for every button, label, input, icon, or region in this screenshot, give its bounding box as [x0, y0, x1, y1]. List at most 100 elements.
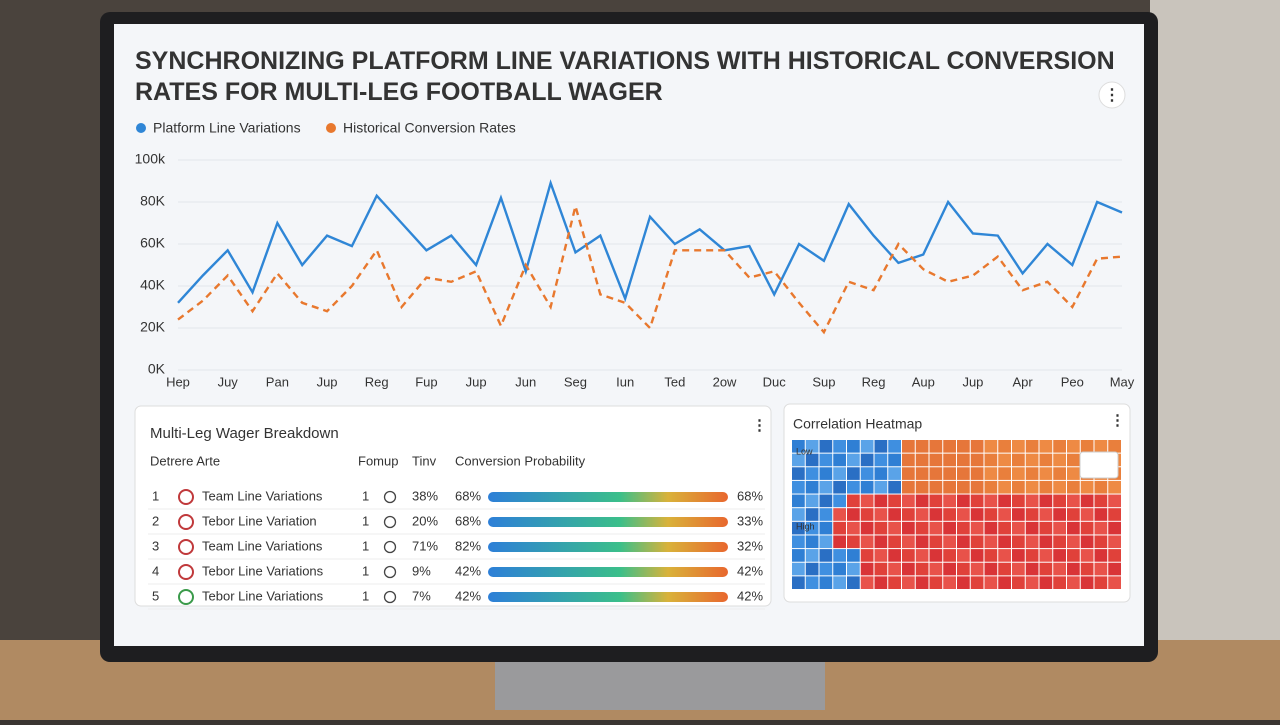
- team-icon: [178, 514, 194, 530]
- heat-cell: [819, 562, 833, 576]
- tinv: 71%: [412, 538, 438, 553]
- x-tick-label: 2ow: [713, 374, 737, 389]
- y-tick-label: 20K: [140, 319, 166, 335]
- x-tick-label: Jup: [962, 374, 983, 389]
- heat-cell: [943, 494, 956, 508]
- heat-cell: [1080, 440, 1094, 453]
- heat-cell: [819, 508, 833, 521]
- heat-cell: [915, 576, 929, 589]
- heat-cell: [998, 576, 1011, 589]
- heat-cell: [1039, 535, 1053, 549]
- heat-cell: [1039, 494, 1053, 508]
- tinv: 7%: [412, 588, 431, 603]
- heat-cell: [943, 521, 956, 535]
- heat-cell: [998, 549, 1011, 562]
- heat-cell: [847, 549, 860, 562]
- heat-cell: [915, 562, 929, 576]
- heat-cell: [1080, 535, 1094, 549]
- heat-cell: [902, 535, 915, 549]
- heat-cell: [847, 521, 860, 535]
- table-menu[interactable]: ⋮: [752, 417, 767, 434]
- heat-cell: [819, 467, 833, 480]
- heat-cell: [1053, 467, 1066, 480]
- heat-cell: [1094, 562, 1108, 576]
- heat-cell: [847, 480, 860, 494]
- heat-cell: [998, 494, 1011, 508]
- x-tick-label: Aup: [912, 374, 935, 389]
- heat-cell: [957, 467, 970, 480]
- heat-cell: [902, 562, 915, 576]
- heat-cell: [1094, 440, 1108, 453]
- clock-icon: [383, 490, 397, 504]
- x-tick-label: Ted: [664, 374, 685, 389]
- heat-cell: [984, 535, 998, 549]
- heat-cell: [1053, 535, 1066, 549]
- heat-cell: [1067, 562, 1080, 576]
- heat-cell: [915, 494, 929, 508]
- heat-cell: [819, 549, 833, 562]
- heat-cell: [1025, 440, 1039, 453]
- heat-cell: [1094, 549, 1108, 562]
- window: [1150, 0, 1280, 720]
- high-label: High: [796, 521, 815, 531]
- name: Tebor Line Variations: [202, 588, 324, 603]
- x-tick-label: Apr: [1013, 374, 1034, 389]
- heat-cell: [833, 508, 846, 521]
- heat-cell: [888, 549, 901, 562]
- heat-cell: [957, 535, 970, 549]
- heat-cell: [888, 535, 901, 549]
- clock-icon: [383, 565, 397, 579]
- fomup: 1: [362, 488, 369, 503]
- fomup: 1: [362, 588, 369, 603]
- clock-icon: [383, 515, 397, 529]
- heat-cell: [984, 480, 998, 494]
- probability-bar: [488, 592, 728, 602]
- legend-marker: [136, 123, 146, 133]
- y-tick-label: 60K: [140, 235, 166, 251]
- heat-cell: [970, 494, 984, 508]
- x-tick-label: Fup: [415, 374, 437, 389]
- heat-cell: [970, 562, 984, 576]
- heat-cell: [929, 508, 943, 521]
- heat-cell: [792, 467, 805, 480]
- heat-cell: [874, 576, 888, 589]
- heat-cell: [998, 453, 1011, 467]
- heat-cell: [805, 549, 819, 562]
- y-tick-label: 0K: [148, 361, 166, 377]
- table-title: Multi-Leg Wager Breakdown: [150, 425, 339, 442]
- menu-button[interactable]: [1098, 81, 1126, 109]
- x-tick-label: Jup: [317, 374, 338, 389]
- heat-cell: [874, 521, 888, 535]
- heat-cell: [805, 467, 819, 480]
- fomup: 1: [362, 538, 369, 553]
- heat-cell: [1012, 576, 1025, 589]
- heat-cell: [833, 535, 846, 549]
- heatmap-menu[interactable]: ⋮: [1110, 412, 1125, 429]
- heatmap: Low High: [792, 440, 1121, 589]
- tooltip: [1079, 451, 1119, 479]
- heat-cell: [819, 494, 833, 508]
- heat-cell: [1108, 480, 1121, 494]
- heat-cell: [1067, 494, 1080, 508]
- heat-cell: [1025, 549, 1039, 562]
- x-tick-label: Reg: [365, 374, 389, 389]
- heat-cell: [792, 576, 805, 589]
- heat-cell: [1012, 494, 1025, 508]
- heat-cell: [819, 453, 833, 467]
- heat-cell: [943, 549, 956, 562]
- heat-cell: [1053, 562, 1066, 576]
- heat-cell: [970, 440, 984, 453]
- menu-icon[interactable]: ⋮: [1104, 87, 1120, 104]
- heat-cell: [888, 440, 901, 453]
- heat-cell: [998, 467, 1011, 480]
- heat-cell: [915, 467, 929, 480]
- title-line-1: SYNCHRONIZING PLATFORM LINE VARIATIONS W…: [135, 47, 1115, 75]
- heat-cell: [929, 576, 943, 589]
- heat-cell: [860, 508, 874, 521]
- column-header: Conversion Probability: [455, 453, 586, 468]
- heat-cell: [970, 453, 984, 467]
- fomup: 1: [362, 513, 369, 528]
- heat-cell: [805, 576, 819, 589]
- heat-cell: [929, 467, 943, 480]
- heat-cell: [819, 480, 833, 494]
